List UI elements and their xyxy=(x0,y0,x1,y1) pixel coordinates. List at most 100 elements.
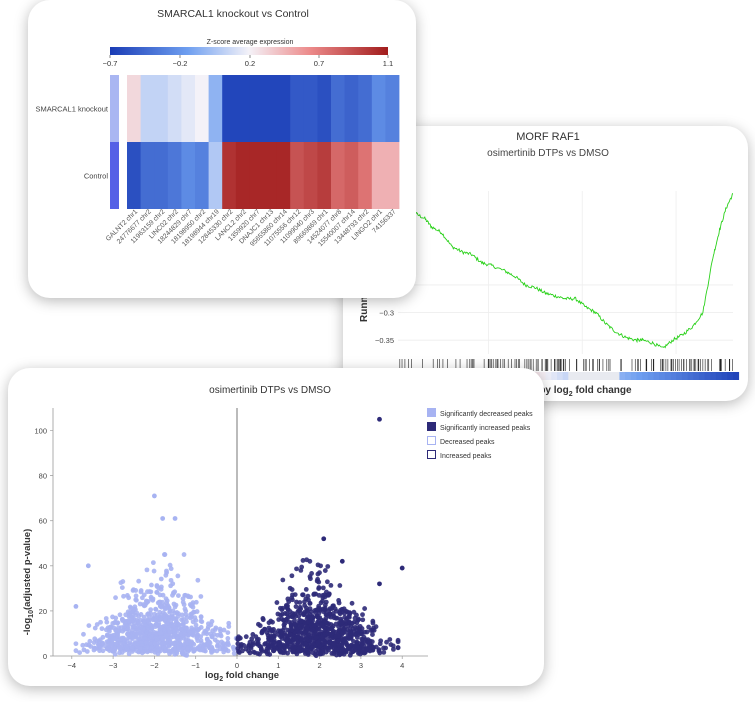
volcano-point-sig-decreased xyxy=(226,624,232,629)
volcano-point-sig-decreased xyxy=(225,648,231,654)
volcano-outlier-point xyxy=(377,581,382,587)
volcano-point-sig-decreased xyxy=(98,619,103,625)
volcano-point-sig-increased xyxy=(345,627,350,632)
volcano-point-sig-increased xyxy=(362,606,368,611)
volcano-point-sig-decreased xyxy=(172,610,178,616)
volcano-point-sig-increased xyxy=(303,586,309,592)
volcano-point-sig-decreased xyxy=(73,648,79,654)
volcano-point-sig-decreased xyxy=(158,612,164,618)
volcano-point-sig-increased xyxy=(354,620,360,626)
volcano-point-sig-decreased xyxy=(154,590,160,595)
volcano-point-sig-decreased xyxy=(129,645,135,650)
volcano-point-sig-decreased xyxy=(190,630,196,636)
volcano-point-sig-decreased xyxy=(102,643,107,649)
volcano-point-sig-decreased xyxy=(141,614,147,620)
legend-label-sig-increased[interactable]: Significantly increased peaks xyxy=(440,425,531,432)
volcano-point-sig-decreased xyxy=(84,649,90,654)
volcano-point-sig-increased xyxy=(287,632,293,638)
volcano-point-sig-increased xyxy=(280,577,286,583)
volcano-point-sig-decreased xyxy=(80,642,86,648)
volcano-point-sig-decreased xyxy=(185,645,191,651)
volcano-point-sig-increased xyxy=(286,599,292,605)
volcano-point-sig-decreased xyxy=(73,641,79,647)
volcano-x-tick-label: −1 xyxy=(191,661,200,670)
volcano-point-sig-increased xyxy=(371,644,376,650)
volcano-point-sig-decreased xyxy=(133,597,139,603)
volcano-point-sig-increased xyxy=(337,583,343,588)
volcano-point-sig-decreased xyxy=(107,628,112,634)
volcano-point-sig-decreased xyxy=(163,572,169,578)
volcano-point-sig-increased xyxy=(272,643,277,649)
volcano-point-sig-decreased xyxy=(231,646,237,652)
volcano-point-sig-decreased xyxy=(149,596,154,602)
legend-label-increased[interactable]: Increased peaks xyxy=(440,453,492,460)
volcano-point-sig-increased xyxy=(357,651,363,657)
volcano-point-sig-increased xyxy=(270,634,276,639)
volcano-point-sig-increased xyxy=(316,585,322,590)
volcano-point-sig-decreased xyxy=(172,589,178,595)
volcano-point-sig-increased xyxy=(341,651,347,657)
volcano-point-sig-increased xyxy=(278,629,284,635)
volcano-point-sig-increased xyxy=(315,607,321,613)
volcano-point-sig-decreased xyxy=(141,649,147,654)
volcano-point-sig-decreased xyxy=(145,644,151,650)
legend-label-sig-decreased[interactable]: Significantly decreased peaks xyxy=(440,411,533,418)
volcano-point-sig-decreased xyxy=(149,582,154,588)
heatmap-row-label: Control xyxy=(84,172,109,181)
volcano-point-sig-increased xyxy=(322,568,328,573)
gsea-rank-bar-segment xyxy=(721,372,728,380)
volcano-point-sig-increased xyxy=(290,647,296,653)
volcano-point-sig-decreased xyxy=(103,616,109,621)
volcano-point-sig-decreased xyxy=(191,648,197,653)
volcano-y-tick-label: 20 xyxy=(39,607,47,616)
volcano-point-sig-increased xyxy=(341,606,347,612)
volcano-point-sig-increased xyxy=(290,644,296,649)
volcano-point-sig-decreased xyxy=(87,638,93,644)
volcano-point-sig-increased xyxy=(347,619,353,625)
gsea-rank-bar-segment xyxy=(625,372,632,380)
volcano-point-sig-increased xyxy=(323,644,328,650)
heatmap-cell xyxy=(358,142,373,209)
volcano-outlier-point xyxy=(152,493,157,499)
legend-label-decreased[interactable]: Decreased peaks xyxy=(440,439,495,446)
volcano-point-sig-decreased xyxy=(218,631,223,637)
gsea-rank-bar-segment xyxy=(715,372,723,380)
volcano-point-sig-decreased xyxy=(155,600,161,606)
volcano-point-sig-decreased xyxy=(94,622,100,627)
volcano-point-sig-increased xyxy=(285,615,291,620)
volcano-point-sig-decreased xyxy=(206,621,211,627)
heatmap-cell xyxy=(222,75,237,142)
colorbar-tick-label: 1.1 xyxy=(383,59,393,68)
volcano-x-tick-label: 4 xyxy=(400,661,404,670)
volcano-point-sig-increased xyxy=(313,653,319,659)
volcano-point-sig-decreased xyxy=(132,641,138,647)
heatmap-cell xyxy=(344,75,359,142)
heatmap-cell xyxy=(167,142,182,209)
volcano-point-sig-increased xyxy=(325,631,331,636)
volcano-point-sig-decreased xyxy=(168,618,174,623)
heatmap-cell xyxy=(181,75,196,142)
volcano-point-sig-increased xyxy=(360,637,366,643)
heatmap-cell xyxy=(290,75,305,142)
volcano-point-sig-increased xyxy=(345,633,351,639)
volcano-point-sig-decreased xyxy=(88,644,94,649)
volcano-point-sig-increased xyxy=(282,611,288,616)
colorbar-tick-label: 0.2 xyxy=(245,59,255,68)
volcano-point-sig-decreased xyxy=(199,640,204,646)
volcano-point-sig-increased xyxy=(259,629,265,635)
volcano-point-sig-increased xyxy=(364,646,370,652)
volcano-point-sig-decreased xyxy=(214,648,220,654)
gsea-rank-bar-segment xyxy=(619,372,626,380)
volcano-point-sig-increased xyxy=(337,611,343,617)
gsea-rank-bar-segment xyxy=(733,372,740,380)
volcano-point-sig-increased xyxy=(294,626,300,631)
gsea-rank-bar-segment xyxy=(545,372,552,380)
volcano-point-sig-increased xyxy=(285,627,291,633)
volcano-point-sig-decreased xyxy=(180,622,186,627)
volcano-point-sig-decreased xyxy=(182,606,188,612)
heatmap-cell xyxy=(249,142,264,209)
volcano-point-sig-decreased xyxy=(149,644,155,650)
volcano-point-sig-decreased xyxy=(231,650,237,656)
volcano-point-sig-increased xyxy=(344,616,350,622)
volcano-point-sig-increased xyxy=(243,646,249,652)
